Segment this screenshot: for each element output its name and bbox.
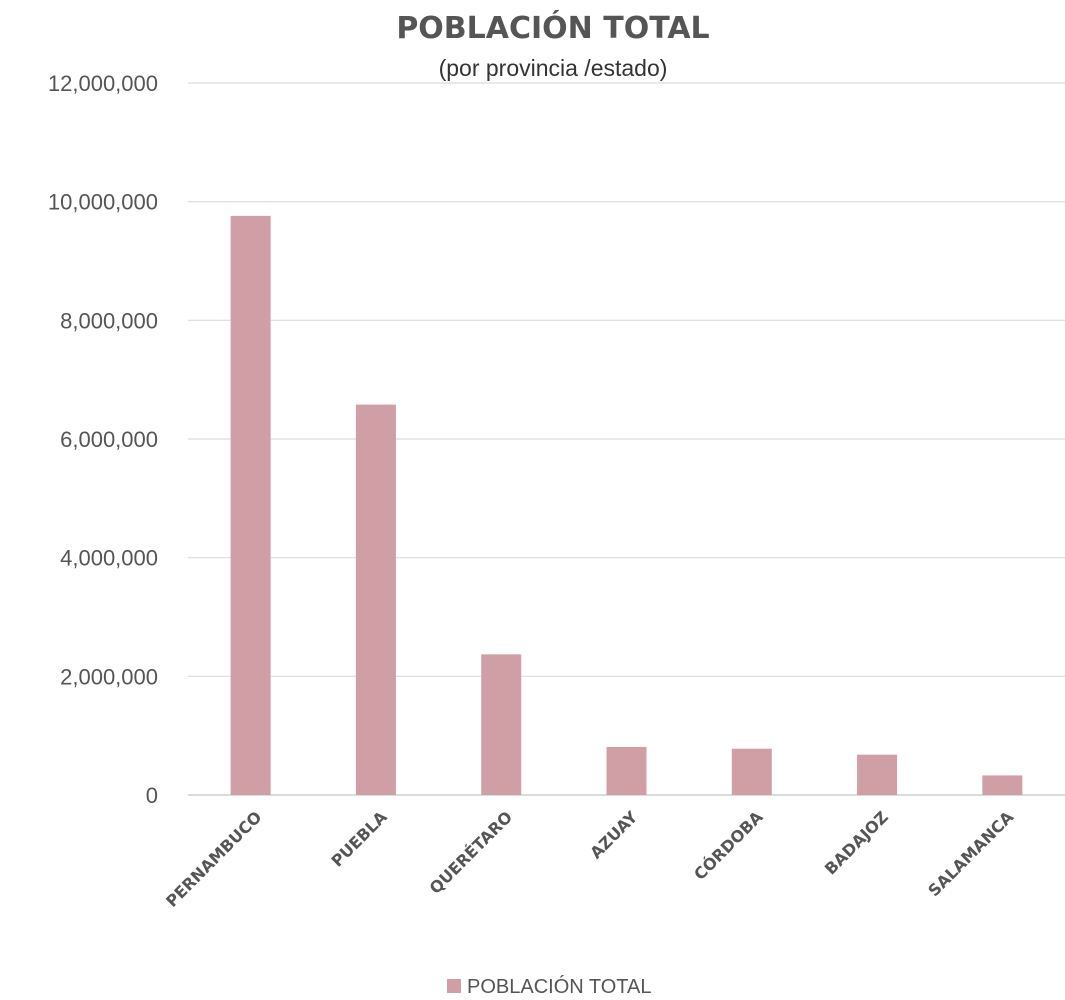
bar-córdoba <box>731 748 772 795</box>
bar-badajoz <box>857 754 898 795</box>
y-tick-label: 2,000,000 <box>60 664 158 689</box>
x-tick-label: BADAJOZ <box>821 807 892 878</box>
y-tick-label: 12,000,000 <box>48 71 158 96</box>
legend-swatch <box>447 979 461 993</box>
legend-label: POBLACIÓN TOTAL <box>467 975 652 998</box>
x-tick-label: AZUAY <box>586 807 641 862</box>
y-tick-label: 4,000,000 <box>60 546 158 571</box>
y-axis-ticks: 0 2,000,000 4,000,000 6,000,000 8,000,000 10,… <box>48 71 158 808</box>
bar-querétaro <box>481 654 522 795</box>
bar-azuay <box>606 746 647 795</box>
gridlines <box>188 82 1065 796</box>
bar-puebla <box>355 404 396 795</box>
y-tick-label: 6,000,000 <box>60 427 158 452</box>
y-tick-label: 0 <box>146 783 158 808</box>
legend: POBLACIÓN TOTAL <box>447 975 652 998</box>
x-tick-label: QUERÉTARO <box>426 807 516 897</box>
x-axis-ticks: PERNAMBUCO PUEBLA QUERÉTARO AZUAY CÓRDOBA BAD… <box>162 807 1018 911</box>
y-tick-label: 10,000,000 <box>48 190 158 215</box>
x-tick-label: PERNAMBUCO <box>162 807 265 910</box>
x-tick-label: PUEBLA <box>328 807 392 871</box>
bars <box>230 215 1023 795</box>
x-tick-label: CÓRDOBA <box>690 807 767 884</box>
chart-title: POBLACIÓN TOTAL <box>396 9 709 46</box>
bar-salamanca <box>982 775 1023 795</box>
y-tick-label: 8,000,000 <box>60 308 158 333</box>
chart-subtitle: (por provincia /estado) <box>439 55 668 81</box>
bar-pernambuco <box>230 215 271 795</box>
x-tick-label: SALAMANCA <box>924 807 1017 900</box>
